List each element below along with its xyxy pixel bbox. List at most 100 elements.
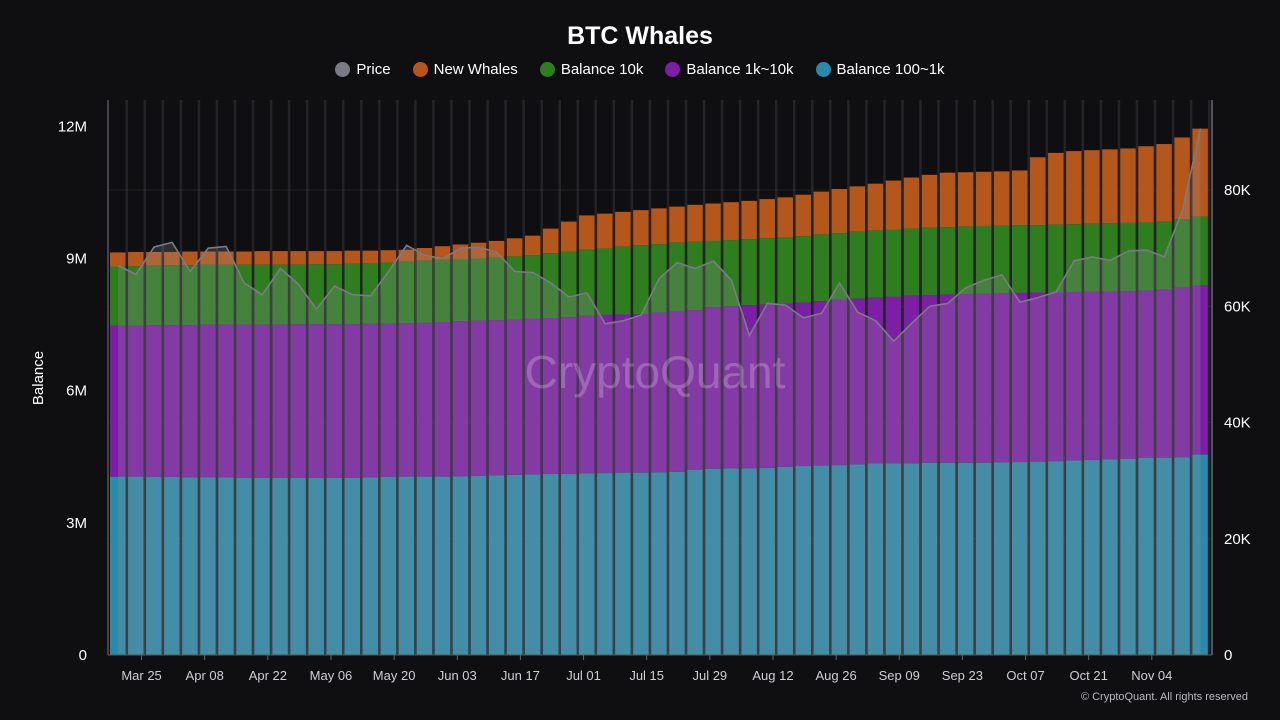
chart-title: BTC Whales [567,22,713,50]
bar-balance-1k-10k [380,323,397,478]
bar-gap [197,100,201,655]
bar-new-whales [398,249,415,262]
bar-gap [558,100,561,655]
bar-gap [1009,100,1012,655]
bar-balance-1k-10k [975,293,992,463]
bar-balance-1k-10k [488,320,505,476]
bar-balance-1k-10k [398,323,415,477]
bar-gap [504,100,507,655]
bar-gap [233,100,237,655]
x-tick-label: Nov 04 [1131,668,1172,683]
bar-new-whales [723,202,739,241]
bar-balance-10k [903,228,920,296]
bar-gap [847,100,850,655]
bar-balance-10k [128,266,144,326]
bar-balance-1k-10k [777,303,793,467]
legend-item-balance-100-1k[interactable]: Balance 100~1k [815,61,945,78]
bar-gap [540,100,543,655]
bar-balance-1k-10k [308,324,324,478]
bar-balance-100-1k [741,468,757,655]
legend-item-new-whales[interactable]: New Whales [412,61,518,78]
bar-balance-100-1k [128,476,144,655]
bar-new-whales [993,171,1010,226]
bar-balance-100-1k [723,468,739,655]
bar-new-whales [813,191,830,235]
legend-item-balance-1k-10k[interactable]: Balance 1k~10k [665,61,794,78]
bar-gap [865,100,868,655]
bar-balance-1k-10k [434,322,451,477]
legend-item-balance-10k[interactable]: Balance 10k [539,61,643,78]
bar-balance-1k-10k [182,325,198,478]
bar-balance-10k [849,231,866,299]
bar-balance-1k-10k [254,324,270,478]
bar-balance-1k-10k [416,322,433,477]
bar-new-whales [777,197,793,238]
bar-new-whales [1012,170,1028,226]
bar-new-whales [344,250,361,264]
bar-gap [1081,100,1085,655]
bar-balance-100-1k [957,462,974,655]
x-tick-label: Jul 01 [566,668,601,683]
bar-gap [323,100,327,655]
bar-balance-10k [326,264,342,325]
bar-gap [1045,100,1049,655]
bar-new-whales [975,171,992,226]
x-tick-label: Jun 17 [501,668,540,683]
bar-gap [955,100,958,655]
bar-balance-10k [1120,222,1136,292]
bar-balance-1k-10k [1084,291,1100,460]
bar-balance-100-1k [759,467,775,655]
bar-gap [594,100,598,655]
legend-label: Balance 100~1k [836,61,945,78]
bar-new-whales [867,183,884,231]
legend-label: Balance 1k~10k [686,61,794,78]
bar-balance-100-1k [687,470,703,655]
bar-new-whales [308,251,324,265]
bar-balance-10k [1066,224,1082,293]
y2-tick-label: 20K [1224,531,1251,548]
bar-balance-10k [182,265,198,326]
bar-balance-100-1k [561,473,577,655]
bar-balance-1k-10k [939,294,956,463]
bar-balance-100-1k [308,477,324,655]
bar-balance-1k-10k [813,301,830,466]
price-area [118,128,1201,655]
bar-balance-100-1k [1120,458,1136,655]
bar-gap [829,100,832,655]
bar-gap [396,100,399,655]
bar-balance-100-1k [831,465,848,655]
legend-swatch [335,62,351,77]
bar-gap [1063,100,1067,655]
bar-balance-1k-10k [741,305,757,469]
bar-new-whales [488,240,505,258]
bar-new-whales [579,215,595,250]
y2-tick-label: 0 [1224,647,1232,664]
bar-balance-100-1k [272,477,288,655]
y-tick-label: 3M [66,515,87,532]
axes: 0 3M 6M 9M 12M 0 20K 40K 60K 80K Mar 25 Apr 08 Apr 2… [58,100,1251,683]
copyright-footer: © CryptoQuant. All rights reserved [1080,691,1248,703]
x-tick-label: Aug 26 [816,668,857,683]
bar-balance-10k [1138,222,1154,291]
bar-new-whales [1066,151,1082,225]
bar-gap [522,100,525,655]
bar-new-whales [290,251,306,265]
price-series [117,128,1202,655]
bar-balance-1k-10k [110,325,126,477]
bar-balance-10k [488,257,505,321]
bar-balance-1k-10k [506,319,523,475]
bar-balance-1k-10k [272,324,288,478]
bar-balance-1k-10k [723,306,739,469]
bar-gap [1189,100,1193,655]
bar-balance-1k-10k [759,304,775,468]
bar-new-whales [939,172,956,228]
bar-new-whales [1156,144,1172,222]
legend-label: Price [356,61,391,78]
bar-balance-1k-10k [362,323,379,478]
legend-item-price[interactable]: Price [335,61,391,78]
bar-balance-1k-10k [903,295,920,464]
bar-new-whales [326,251,342,265]
bar-balance-100-1k [1012,462,1028,655]
bar-gap [576,100,579,655]
bar-balance-1k-10k [146,325,162,478]
